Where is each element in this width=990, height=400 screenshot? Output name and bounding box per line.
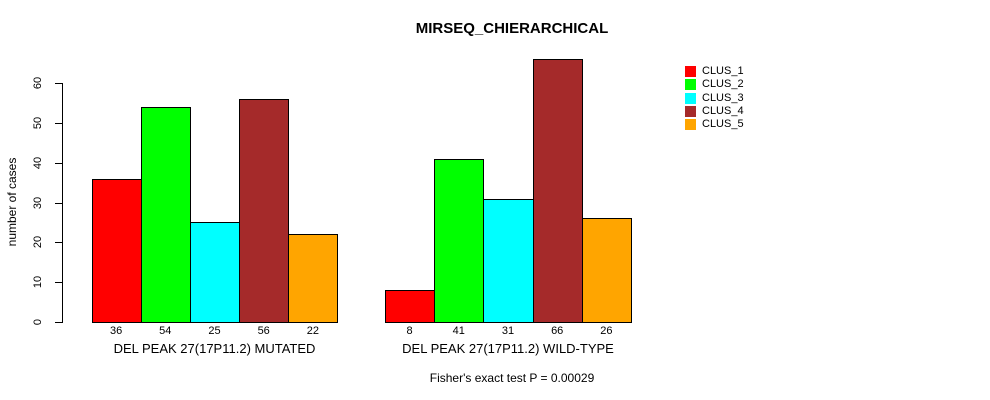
legend-label: CLUS_3 bbox=[702, 91, 744, 104]
bar-value-label: 36 bbox=[109, 325, 123, 337]
legend-label: CLUS_5 bbox=[702, 118, 744, 131]
legend-label: CLUS_1 bbox=[702, 65, 744, 78]
bar-clus_5-group1 bbox=[288, 234, 339, 323]
bar-value-label: 26 bbox=[600, 325, 613, 337]
y-tick-label: 40 bbox=[32, 156, 44, 169]
y-tick-label: 30 bbox=[32, 196, 44, 209]
bar-clus_2-group2 bbox=[434, 158, 485, 323]
bar-value-label: 31 bbox=[501, 325, 515, 337]
bar-clus_3-group2 bbox=[483, 198, 534, 323]
bar-value-label: 41 bbox=[452, 325, 465, 337]
legend-entry-clus_3: CLUS_3 bbox=[685, 91, 744, 104]
legend-swatch-icon bbox=[685, 66, 696, 78]
y-tick-label: 20 bbox=[32, 236, 44, 249]
legend-label: CLUS_2 bbox=[702, 78, 744, 91]
chart-title: MIRSEQ_CHIERARCHICAL bbox=[415, 20, 609, 37]
y-axis-line bbox=[62, 83, 63, 323]
y-tick-mark bbox=[55, 122, 62, 124]
y-tick-label: 10 bbox=[32, 276, 44, 289]
bar-clus_4-group1 bbox=[239, 98, 290, 323]
legend-swatch-icon bbox=[685, 119, 696, 131]
legend-entry-clus_4: CLUS_4 bbox=[685, 105, 744, 118]
bar-clus_5-group2 bbox=[581, 218, 632, 323]
bar-value-label: 22 bbox=[306, 325, 320, 337]
bar-clus_3-group1 bbox=[189, 222, 241, 323]
x-category-label: DEL PEAK 27(17P11.2) MUTATED bbox=[113, 341, 316, 356]
legend-label: CLUS_4 bbox=[702, 105, 744, 118]
legend-entry-clus_2: CLUS_2 bbox=[685, 78, 744, 91]
bar-value-label: 54 bbox=[159, 325, 172, 337]
bar-value-label: 56 bbox=[257, 325, 270, 337]
legend: CLUS_1 CLUS_2 CLUS_3 CLUS_4 CLUS_5 bbox=[685, 65, 744, 131]
y-tick-label: 50 bbox=[32, 116, 44, 129]
bar-value-label: 66 bbox=[551, 325, 564, 337]
bar-clus_2-group1 bbox=[140, 106, 191, 323]
y-axis-label: number of cases bbox=[5, 157, 19, 247]
bar-value-label: 25 bbox=[208, 325, 221, 337]
legend-swatch-icon bbox=[685, 79, 696, 91]
y-tick-mark bbox=[55, 322, 62, 323]
legend-swatch-icon bbox=[685, 92, 696, 104]
annotation-text: Fisher's exact test P = 0.00029 bbox=[429, 371, 595, 385]
y-tick-mark bbox=[55, 162, 62, 164]
y-tick-label: 60 bbox=[32, 76, 44, 90]
bar-clus_1-group2 bbox=[385, 290, 436, 323]
bar-clus_4-group2 bbox=[532, 59, 583, 323]
legend-entry-clus_5: CLUS_5 bbox=[685, 118, 744, 131]
legend-entry-clus_1: CLUS_1 bbox=[685, 65, 744, 78]
x-category-label: DEL PEAK 27(17P11.2) WILD-TYPE bbox=[402, 341, 614, 356]
y-tick-mark bbox=[55, 282, 62, 284]
bar-value-label: 8 bbox=[406, 325, 413, 337]
legend-swatch-icon bbox=[685, 106, 696, 118]
bar-clus_1-group1 bbox=[91, 178, 142, 323]
y-tick-mark bbox=[55, 242, 62, 244]
y-tick-label: 0 bbox=[32, 318, 44, 326]
y-tick-mark bbox=[55, 202, 62, 204]
y-tick-mark bbox=[55, 83, 62, 84]
